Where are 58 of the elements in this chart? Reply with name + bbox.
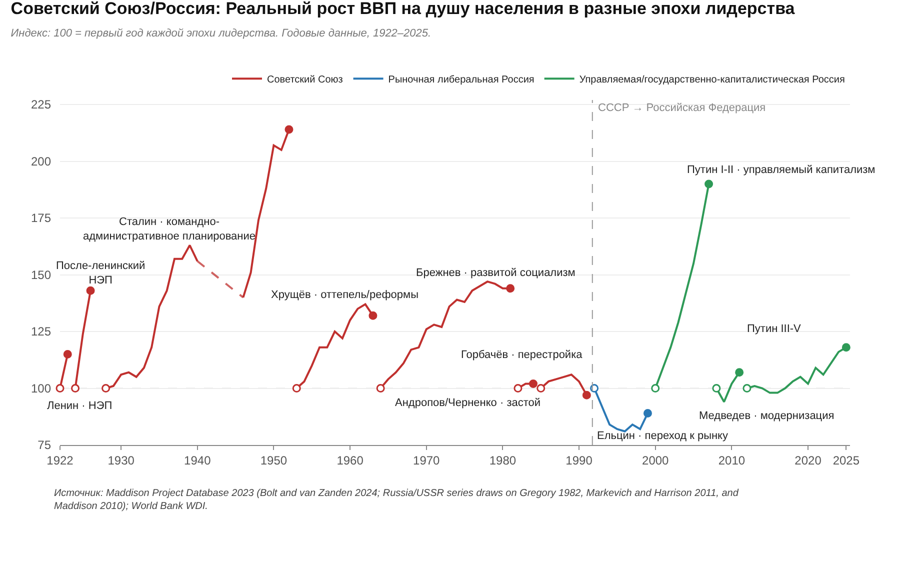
x-tick-label: 2010 bbox=[718, 453, 746, 468]
point bbox=[842, 343, 850, 352]
ref-line-label: СССР → Российская Федерация bbox=[598, 102, 766, 114]
point bbox=[56, 384, 64, 393]
x-tick-label: 2020 bbox=[794, 453, 822, 468]
annotation: Медведев · модернизация bbox=[699, 410, 834, 422]
y-tick-label: 125 bbox=[30, 324, 52, 339]
point bbox=[102, 384, 110, 393]
legend-label: Управляемая/государственно-капиталистическая Россия bbox=[579, 74, 845, 86]
point bbox=[528, 379, 538, 388]
y-tick-label: 150 bbox=[30, 268, 52, 282]
annotation: После-ленинский НЭП bbox=[56, 260, 146, 286]
legend-label: Рыночная либеральная Россия bbox=[388, 74, 534, 86]
annotation: Андропов/Черненко · застой bbox=[395, 397, 541, 409]
point bbox=[71, 384, 80, 393]
x-tick-label: 1990 bbox=[566, 453, 593, 468]
point bbox=[368, 311, 378, 320]
text: Источник: Maddison Project Database 2023 (Bolt and van Zanden 2024; Russia/USSR series draws on Gregory 1982, Markevich and Harrison 2011, and Maddison 2010); World Bank WDI. bbox=[54, 488, 739, 512]
point bbox=[514, 384, 522, 393]
point bbox=[63, 350, 72, 358]
y-tick-label: 75 bbox=[38, 438, 52, 452]
annotation: Хрущёв · оттепель/реформы bbox=[271, 289, 419, 301]
point bbox=[735, 368, 744, 377]
annotation: Ленин · НЭП bbox=[47, 400, 112, 412]
point bbox=[582, 390, 591, 400]
point bbox=[86, 286, 95, 295]
x-tick-label: 1930 bbox=[108, 453, 135, 468]
x-tick-label: 1970 bbox=[413, 453, 440, 468]
point bbox=[704, 180, 714, 188]
annotation: Брежнев · развитой социализм bbox=[416, 267, 576, 279]
x-tick-label: 2000 bbox=[642, 453, 670, 468]
point bbox=[284, 125, 294, 134]
x-tick-label: 1922 bbox=[46, 453, 74, 468]
point bbox=[506, 284, 515, 293]
legend-label: Советский Союз bbox=[267, 74, 344, 86]
annotation: Сталин · командно- административное планирование bbox=[83, 216, 256, 242]
annotation: Путин III-V bbox=[747, 323, 802, 335]
point bbox=[292, 384, 301, 393]
chart-title: Советский Союз/Россия: Реальный рост ВВП на душу населения в разные эпохи лидерства bbox=[10, 0, 796, 18]
chart-subtitle: Индекс: 100 = первый год каждой эпохи лидерства. Годовые данные, 1922–2025. bbox=[10, 27, 432, 40]
point bbox=[742, 384, 752, 393]
point bbox=[651, 384, 660, 393]
annotation: Горбачёв · перестройка bbox=[461, 349, 584, 361]
x-tick-label: 1960 bbox=[336, 453, 364, 468]
y-tick-label: 100 bbox=[30, 381, 52, 396]
point bbox=[643, 408, 652, 418]
y-tick-label: 225 bbox=[30, 98, 52, 112]
annotation: Путин I-II · управляемый капитализм bbox=[687, 164, 876, 176]
point bbox=[712, 384, 721, 393]
point bbox=[536, 384, 546, 393]
x-tick-label: 1950 bbox=[260, 453, 288, 468]
x-tick-label: 1940 bbox=[184, 453, 212, 468]
y-tick-label: 200 bbox=[30, 154, 52, 168]
x-tick-label: 1980 bbox=[489, 453, 516, 468]
point bbox=[376, 384, 385, 393]
annotation: Ельцин · переход к рынку bbox=[597, 430, 728, 442]
x-tick-label: 2025 bbox=[832, 453, 860, 468]
y-tick-label: 175 bbox=[30, 211, 52, 226]
